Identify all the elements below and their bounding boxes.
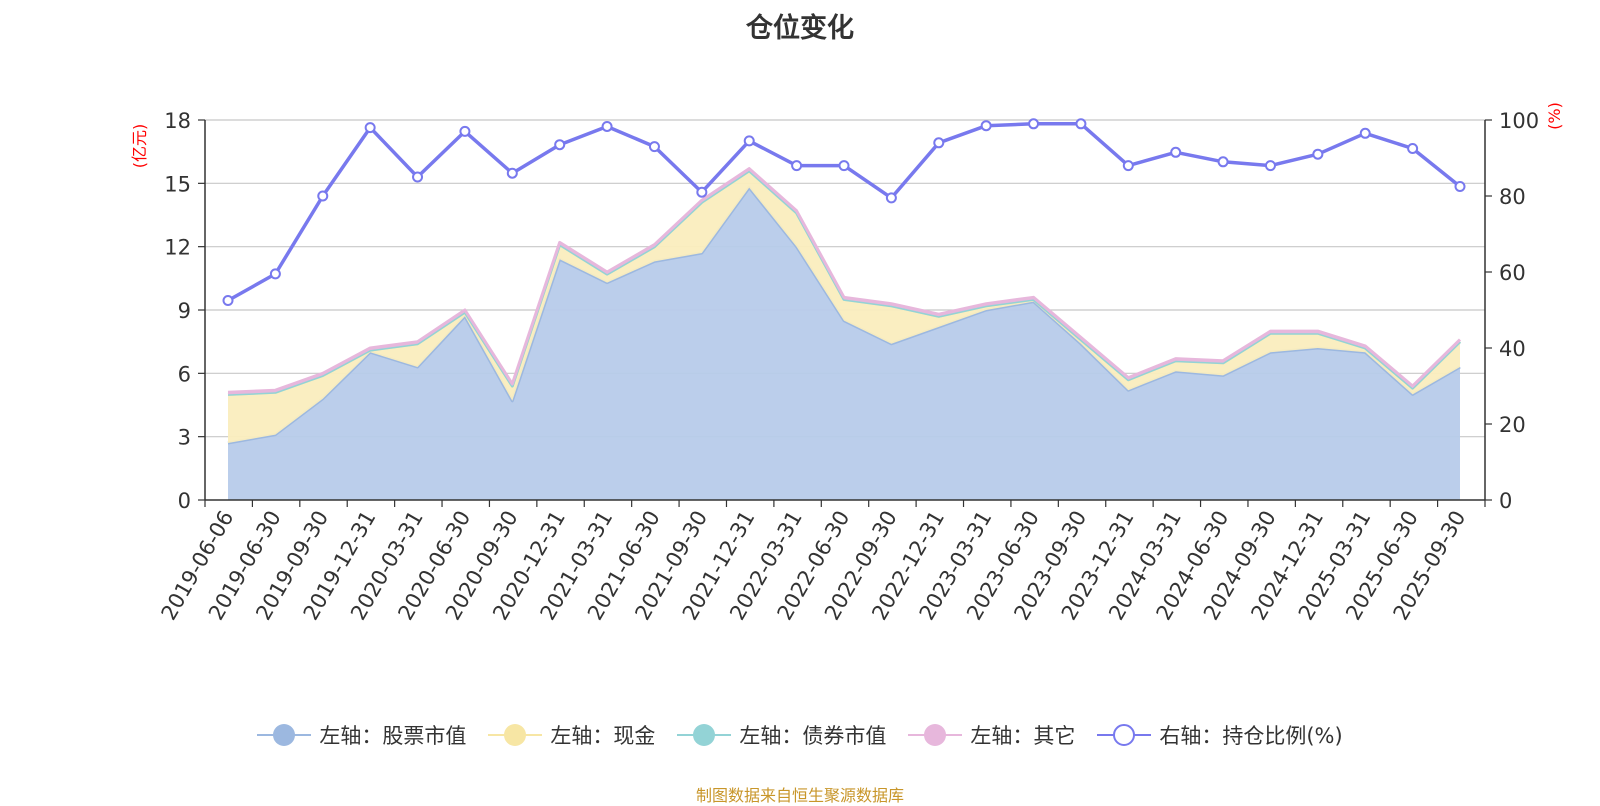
holding-ratio-point [1454, 181, 1466, 192]
ratio-legend-icon [1097, 723, 1152, 747]
area-layers [227, 167, 1462, 500]
legend-label: 左轴：其它 [970, 724, 1076, 748]
holding-ratio-point [601, 120, 613, 132]
other-line [227, 167, 1462, 394]
holding-ratio-point [1407, 143, 1419, 154]
stock-value-area [228, 187, 1460, 500]
right-axis-unit: (%) [1545, 102, 1564, 130]
right-tick-label: 0 [1499, 489, 1512, 513]
left-tick-label: 3 [178, 426, 191, 450]
legend-item-stock[interactable]: 左轴：股票市值 [257, 720, 466, 750]
cash-legend-icon [488, 723, 543, 747]
holding-ratio-point [885, 192, 897, 204]
stock-legend-icon [257, 723, 312, 747]
holding-ratio-point [222, 295, 234, 306]
legend-item-cash[interactable]: 左轴：现金 [488, 720, 655, 750]
chart-title: 仓位变化 [746, 13, 854, 44]
holding-ratio-point [933, 137, 945, 149]
data-source-note: 制图数据来自恒生聚源数据库 [695, 786, 904, 805]
legend-item-ratio[interactable]: 右轴：持仓比例(%) [1097, 720, 1343, 750]
bond-legend-icon [677, 723, 732, 747]
holding-ratio-point [269, 268, 281, 280]
holding-ratio-point [412, 171, 424, 183]
holding-ratio-point [1217, 156, 1229, 168]
holding-ratio-point [506, 167, 518, 179]
left-tick-label: 15 [164, 172, 191, 196]
left-tick-label: 0 [178, 489, 191, 513]
legend-label: 左轴：现金 [550, 724, 656, 748]
holding-ratio-point [1359, 127, 1371, 139]
holding-ratio-point [1312, 148, 1324, 160]
right-tick-label: 20 [1499, 413, 1526, 437]
left-axis-unit: (亿元) [130, 124, 149, 169]
holding-ratio-point [1264, 160, 1276, 172]
holding-ratio-point [1170, 146, 1182, 158]
legend-item-bond[interactable]: 左轴：债券市值 [677, 720, 886, 750]
holding-ratio-point [838, 160, 850, 172]
legend-label: 左轴：债券市值 [739, 724, 887, 748]
right-tick-label: 40 [1499, 337, 1526, 361]
holding-ratio-point [317, 190, 329, 202]
left-tick-label: 12 [164, 236, 191, 260]
holding-ratio-point [1028, 118, 1040, 130]
left-tick-label: 9 [178, 299, 191, 323]
other-legend-icon [908, 723, 963, 747]
legend-label: 左轴：股票市值 [319, 724, 467, 748]
position-change-chart: 03691215180204060801002019-06-062019-06-… [130, 102, 1564, 624]
left-tick-label: 18 [164, 109, 191, 133]
right-tick-label: 60 [1499, 261, 1526, 285]
holding-ratio-point [696, 186, 708, 198]
right-tick-label: 100 [1499, 109, 1539, 133]
holding-ratio-point [1075, 118, 1087, 130]
ratio-line-layer [222, 118, 1466, 306]
holding-ratio-point [791, 160, 803, 172]
legend: 左轴：股票市值 左轴：现金 左轴：债券市值 左轴：其它 右轴：持仓比例(%) [0, 720, 1600, 750]
cash-area [228, 170, 1460, 443]
holding-ratio-point [648, 141, 660, 153]
holding-ratio-point [743, 135, 755, 147]
right-tick-label: 80 [1499, 185, 1526, 209]
holding-ratio-point [364, 122, 376, 134]
left-tick-label: 6 [178, 362, 191, 386]
holding-ratio-point [554, 139, 566, 151]
holding-ratio-point [980, 120, 992, 132]
legend-label: 右轴：持仓比例(%) [1159, 724, 1343, 748]
holding-ratio-point [459, 125, 471, 137]
legend-item-other[interactable]: 左轴：其它 [908, 720, 1075, 750]
holding-ratio-line [227, 122, 1462, 303]
holding-ratio-point [1122, 160, 1134, 172]
